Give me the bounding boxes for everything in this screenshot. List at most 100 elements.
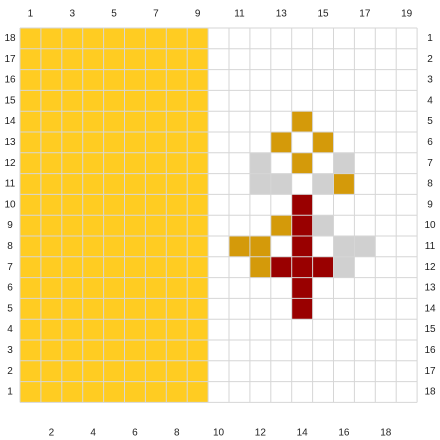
grid-cell bbox=[125, 236, 146, 257]
left-axis-label: 4 bbox=[7, 324, 13, 335]
grid-cell bbox=[396, 278, 417, 299]
grid-cell bbox=[187, 278, 208, 299]
grid-cell bbox=[313, 319, 334, 340]
grid-cell bbox=[208, 298, 229, 319]
grid-cell bbox=[375, 257, 396, 278]
grid-cell bbox=[83, 215, 104, 236]
left-axis-label: 14 bbox=[4, 116, 16, 127]
grid-cell bbox=[166, 236, 187, 257]
grid-cell bbox=[250, 49, 271, 70]
bottom-axis-label: 4 bbox=[90, 428, 96, 439]
grid-cell bbox=[166, 174, 187, 195]
grid-cell bbox=[208, 382, 229, 403]
top-axis-label: 3 bbox=[69, 9, 75, 20]
bottom-axis-label: 12 bbox=[255, 428, 267, 439]
grid-cell bbox=[271, 90, 292, 111]
grid-cell bbox=[20, 236, 41, 257]
grid-cell bbox=[208, 111, 229, 132]
grid-cell bbox=[334, 28, 355, 49]
right-axis-label: 13 bbox=[424, 283, 436, 294]
grid-cell bbox=[41, 70, 62, 91]
grid-cell bbox=[354, 319, 375, 340]
grid-cell bbox=[145, 278, 166, 299]
grid-cell bbox=[354, 257, 375, 278]
grid-cell bbox=[271, 361, 292, 382]
grid-cell bbox=[145, 194, 166, 215]
grid-cell bbox=[229, 153, 250, 174]
grid-cell bbox=[229, 278, 250, 299]
grid-cell bbox=[41, 90, 62, 111]
grid-cell bbox=[229, 111, 250, 132]
grid-cell bbox=[187, 49, 208, 70]
grid-cell bbox=[187, 90, 208, 111]
grid-cell bbox=[250, 319, 271, 340]
grid-cell bbox=[271, 382, 292, 403]
right-axis-label: 10 bbox=[424, 220, 436, 231]
grid-cell bbox=[166, 319, 187, 340]
right-axis-label: 4 bbox=[427, 95, 433, 106]
grid-cell bbox=[125, 361, 146, 382]
bottom-axis-label: 10 bbox=[213, 428, 225, 439]
grid-cell bbox=[41, 194, 62, 215]
grid-cell bbox=[354, 153, 375, 174]
grid-cell bbox=[313, 132, 334, 153]
grid-cell bbox=[145, 215, 166, 236]
grid-cell bbox=[271, 340, 292, 361]
grid-cell bbox=[292, 257, 313, 278]
grid-cell bbox=[375, 278, 396, 299]
right-axis-label: 9 bbox=[427, 199, 433, 210]
grid-cell bbox=[104, 319, 125, 340]
grid-cell bbox=[104, 28, 125, 49]
grid-cell bbox=[375, 132, 396, 153]
grid-cell bbox=[20, 361, 41, 382]
grid-cell bbox=[396, 132, 417, 153]
grid-cell bbox=[20, 153, 41, 174]
grid-cell bbox=[83, 257, 104, 278]
grid-cell bbox=[250, 194, 271, 215]
grid-cell bbox=[208, 153, 229, 174]
grid-cell bbox=[62, 49, 83, 70]
grid-cell bbox=[83, 194, 104, 215]
grid-cell bbox=[313, 90, 334, 111]
grid-cell bbox=[271, 153, 292, 174]
grid-cell bbox=[271, 132, 292, 153]
grid-cell bbox=[271, 194, 292, 215]
right-axis-label: 15 bbox=[424, 324, 436, 335]
bottom-axis-label: 2 bbox=[49, 428, 55, 439]
left-axis-label: 11 bbox=[5, 179, 16, 190]
grid-cell bbox=[208, 361, 229, 382]
grid-cell bbox=[62, 90, 83, 111]
grid-cell bbox=[313, 153, 334, 174]
grid-cell bbox=[250, 132, 271, 153]
grid-cell bbox=[250, 298, 271, 319]
grid-cell bbox=[104, 153, 125, 174]
grid-cell bbox=[396, 174, 417, 195]
grid-cell bbox=[250, 28, 271, 49]
grid-cell bbox=[313, 236, 334, 257]
grid-cell bbox=[104, 70, 125, 91]
grid-cell bbox=[62, 319, 83, 340]
grid-cell bbox=[354, 340, 375, 361]
grid-cell bbox=[292, 153, 313, 174]
grid-cell bbox=[41, 49, 62, 70]
grid-cell bbox=[292, 382, 313, 403]
grid-cell bbox=[271, 49, 292, 70]
top-axis-label: 11 bbox=[234, 9, 245, 20]
grid-cell bbox=[104, 111, 125, 132]
grid-cell bbox=[229, 90, 250, 111]
left-axis-label: 2 bbox=[7, 366, 13, 377]
grid-cell bbox=[125, 90, 146, 111]
grid-cell bbox=[166, 215, 187, 236]
grid-cell bbox=[83, 278, 104, 299]
grid-cell bbox=[229, 361, 250, 382]
grid-cell bbox=[83, 174, 104, 195]
left-axis-label: 8 bbox=[7, 241, 13, 252]
grid-cell bbox=[208, 174, 229, 195]
grid-cell bbox=[334, 215, 355, 236]
grid-cell bbox=[313, 111, 334, 132]
grid-cell bbox=[145, 340, 166, 361]
grid-cell bbox=[229, 28, 250, 49]
grid-cell bbox=[83, 111, 104, 132]
grid-cell bbox=[41, 319, 62, 340]
grid-cell bbox=[375, 298, 396, 319]
